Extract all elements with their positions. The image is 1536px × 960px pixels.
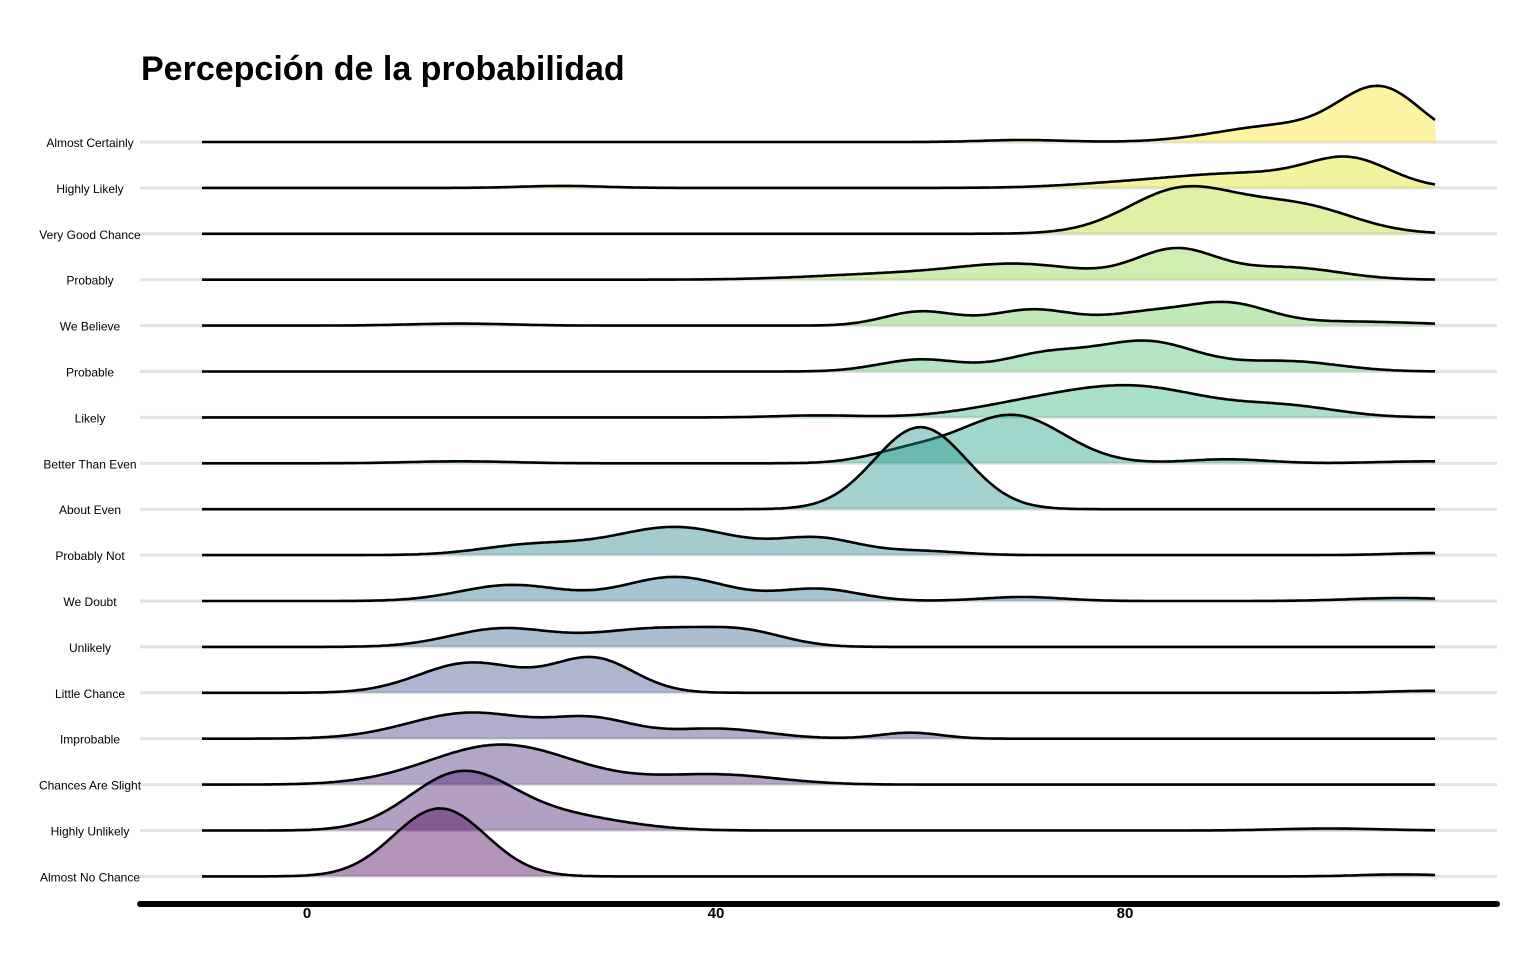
ridge-line — [202, 84, 1436, 144]
ridge-line — [202, 655, 1435, 695]
y-tick-label: Very Good Chance — [39, 228, 141, 242]
ridge-line — [202, 300, 1436, 327]
ridge-area — [202, 712, 1436, 739]
ridge-area — [202, 656, 1436, 693]
ridge-area — [202, 414, 1436, 464]
ridge-area — [202, 770, 1436, 831]
ridge-area — [202, 186, 1436, 234]
ridge-line — [202, 155, 1436, 190]
ridge-area — [202, 808, 1436, 877]
y-tick-label: Improbable — [60, 733, 120, 747]
ridge-area — [202, 626, 1436, 647]
ridge-line — [202, 807, 1436, 878]
y-tick-label: Almost No Chance — [40, 870, 140, 884]
y-tick-label: Unlikely — [69, 641, 111, 655]
y-axis-labels: Almost Certainly Highly Likely Very Good C… — [39, 136, 142, 884]
y-tick-label: About Even — [59, 503, 121, 517]
ridge-line — [202, 383, 1435, 419]
ridge-line — [202, 246, 1435, 281]
x-tick-label: 0 — [303, 905, 311, 922]
ridge-line — [202, 769, 1436, 832]
ridge-line — [202, 711, 1435, 740]
y-tick-label: Highly Unlikely — [51, 825, 130, 839]
ridge-line — [202, 425, 1435, 511]
ridge-area — [202, 248, 1436, 280]
ridge-area — [202, 156, 1436, 188]
ridge-line — [202, 625, 1435, 649]
x-tick-label: 80 — [1117, 905, 1134, 922]
y-tick-label: Probably — [66, 274, 113, 288]
y-tick-label: Likely — [75, 411, 106, 425]
y-tick-label: Chances Are Slight — [39, 779, 142, 793]
ridges-layer — [140, 84, 1497, 878]
ridge-area — [202, 744, 1436, 785]
y-tick-label: We Believe — [60, 320, 121, 334]
ridge-area — [202, 340, 1436, 372]
ridge-area — [202, 301, 1436, 326]
chart-title: Percepción de la probabilidad — [141, 50, 625, 88]
y-tick-label: Probable — [66, 366, 114, 380]
ridge-line — [202, 184, 1436, 236]
y-tick-label: Little Chance — [55, 687, 125, 701]
y-tick-label: Almost Certainly — [46, 136, 133, 150]
ridge-area — [202, 526, 1436, 556]
y-tick-label: Highly Likely — [56, 182, 123, 196]
ridge-line — [202, 339, 1435, 373]
y-tick-label: Probably Not — [55, 549, 125, 563]
ridge-area — [202, 85, 1436, 142]
y-tick-label: Better Than Even — [43, 457, 136, 471]
ridge-area — [202, 427, 1436, 510]
ridge-line — [202, 413, 1435, 465]
ridge-line — [202, 525, 1435, 557]
ridge-line — [202, 743, 1435, 786]
x-axis-labels: 0 40 80 — [303, 905, 1134, 922]
x-tick-label: 40 — [708, 905, 725, 922]
ridge-line — [202, 575, 1436, 603]
ridge-area — [202, 385, 1436, 418]
y-tick-label: We Doubt — [63, 595, 117, 609]
